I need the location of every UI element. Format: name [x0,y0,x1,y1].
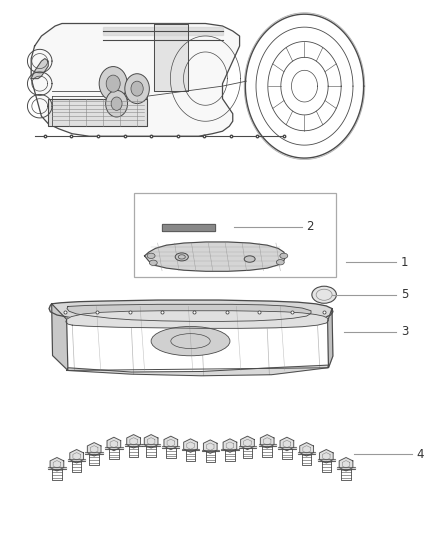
Polygon shape [339,457,353,471]
Polygon shape [260,434,274,448]
Polygon shape [184,439,198,453]
Polygon shape [300,442,314,456]
Circle shape [106,75,120,92]
Polygon shape [50,457,64,471]
Circle shape [131,81,143,96]
Polygon shape [125,445,142,446]
Polygon shape [49,300,333,324]
Circle shape [125,74,149,103]
Polygon shape [239,446,256,448]
Polygon shape [144,434,158,448]
Polygon shape [337,467,355,469]
Polygon shape [67,304,311,321]
Polygon shape [203,440,217,454]
Polygon shape [103,27,223,35]
Ellipse shape [276,260,284,265]
Polygon shape [107,437,121,451]
Polygon shape [31,23,240,136]
Polygon shape [162,224,215,231]
Polygon shape [105,447,123,449]
Polygon shape [278,447,296,449]
Polygon shape [258,445,276,446]
Text: 5: 5 [401,288,408,301]
Ellipse shape [312,286,336,303]
Polygon shape [142,445,160,446]
Circle shape [106,90,127,117]
Polygon shape [87,442,101,456]
Polygon shape [164,436,178,450]
Ellipse shape [244,256,255,262]
Text: 4: 4 [416,448,424,461]
Polygon shape [201,450,219,451]
Circle shape [111,97,122,110]
Polygon shape [240,436,254,450]
Text: 1: 1 [401,256,408,269]
Polygon shape [70,449,84,463]
Circle shape [99,67,127,101]
Polygon shape [162,446,180,448]
Polygon shape [48,467,66,469]
Polygon shape [280,437,294,451]
Polygon shape [85,453,103,454]
Ellipse shape [280,253,288,259]
Text: 3: 3 [401,325,408,338]
Polygon shape [221,449,239,450]
Ellipse shape [147,253,155,259]
Ellipse shape [151,326,230,356]
Polygon shape [31,59,48,78]
Ellipse shape [149,260,157,265]
Polygon shape [223,439,237,453]
Polygon shape [328,309,333,368]
Polygon shape [52,304,68,370]
Polygon shape [127,434,141,448]
Polygon shape [182,449,199,450]
Polygon shape [145,242,286,271]
Ellipse shape [175,253,188,261]
Bar [48,99,147,126]
Polygon shape [319,449,333,463]
Text: 2: 2 [307,220,314,233]
Polygon shape [68,459,85,461]
Polygon shape [298,453,315,454]
Polygon shape [67,365,328,376]
Bar [134,193,336,277]
Polygon shape [66,311,328,328]
Polygon shape [318,459,335,461]
Polygon shape [154,23,188,91]
